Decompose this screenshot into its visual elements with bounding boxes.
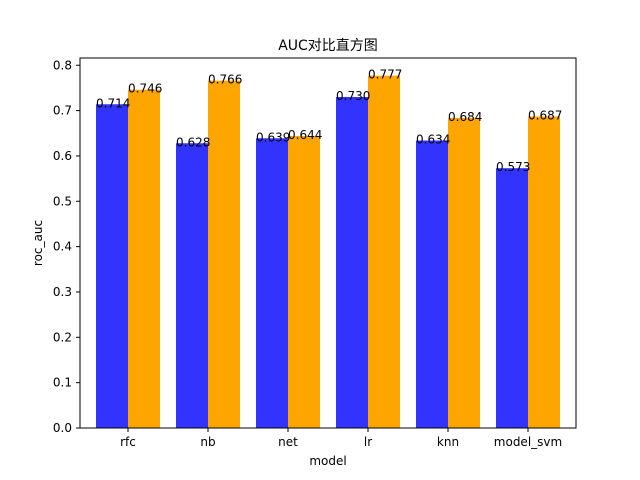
y-tick-label: 0.3 [53,285,72,299]
bar-value-label: 0.628 [176,135,210,149]
bar-value-label: 0.730 [336,89,370,103]
bar-model_svm-series-2 [528,116,560,429]
y-tick-label: 0.1 [53,376,72,390]
bar-rfc-series-1 [96,104,128,428]
bar-value-label: 0.684 [448,110,482,124]
bar-model_svm-series-1 [496,168,528,428]
bars-group [96,75,560,429]
bar-rfc-series-2 [128,89,160,429]
x-tick-label: net [278,435,298,449]
x-tick-label: nb [200,435,215,449]
bar-value-label: 0.766 [208,73,242,87]
bar-value-label: 0.573 [496,160,530,174]
y-tick-label: 0.7 [53,104,72,118]
chart-title: AUC对比直方图 [278,37,378,54]
y-tick-label: 0.4 [53,240,72,254]
x-tick-label: model_svm [494,435,562,449]
bar-labels-group: 0.714 0.628 0.639 0.730 0.634 0.573 0.746 0.766… [96,68,562,174]
bar-value-label: 0.687 [528,108,562,122]
bar-lr-series-2 [368,75,400,429]
bar-knn-series-1 [416,140,448,428]
y-axis-ticks: 0.0 0.1 0.2 0.3 0.4 0.5 0.6 0.7 0.8 [53,58,80,435]
bar-net-series-2 [288,135,320,429]
x-axis-ticks: rfc nb net lr knn model_svm [120,428,562,449]
bar-knn-series-2 [448,117,480,428]
y-tick-label: 0.8 [53,58,72,72]
x-tick-label: lr [364,435,372,449]
x-tick-label: rfc [120,435,136,449]
bar-net-series-1 [256,138,288,428]
bar-value-label: 0.714 [96,96,130,110]
y-tick-label: 0.2 [53,330,72,344]
y-axis-label: roc_auc [31,220,45,266]
bar-nb-series-1 [176,143,208,428]
bar-value-label: 0.777 [368,68,402,82]
y-tick-label: 0.0 [53,421,72,435]
bar-value-label: 0.634 [416,133,450,147]
bar-value-label: 0.644 [288,128,322,142]
bar-nb-series-2 [208,80,240,429]
bar-value-label: 0.746 [128,82,162,96]
bar-value-label: 0.639 [256,130,290,144]
y-tick-label: 0.5 [53,194,72,208]
bar-lr-series-1 [336,97,368,428]
x-axis-label: model [309,454,346,468]
plot-area-frame [79,57,577,429]
x-tick-label: knn [437,435,459,449]
y-tick-label: 0.6 [53,149,72,163]
